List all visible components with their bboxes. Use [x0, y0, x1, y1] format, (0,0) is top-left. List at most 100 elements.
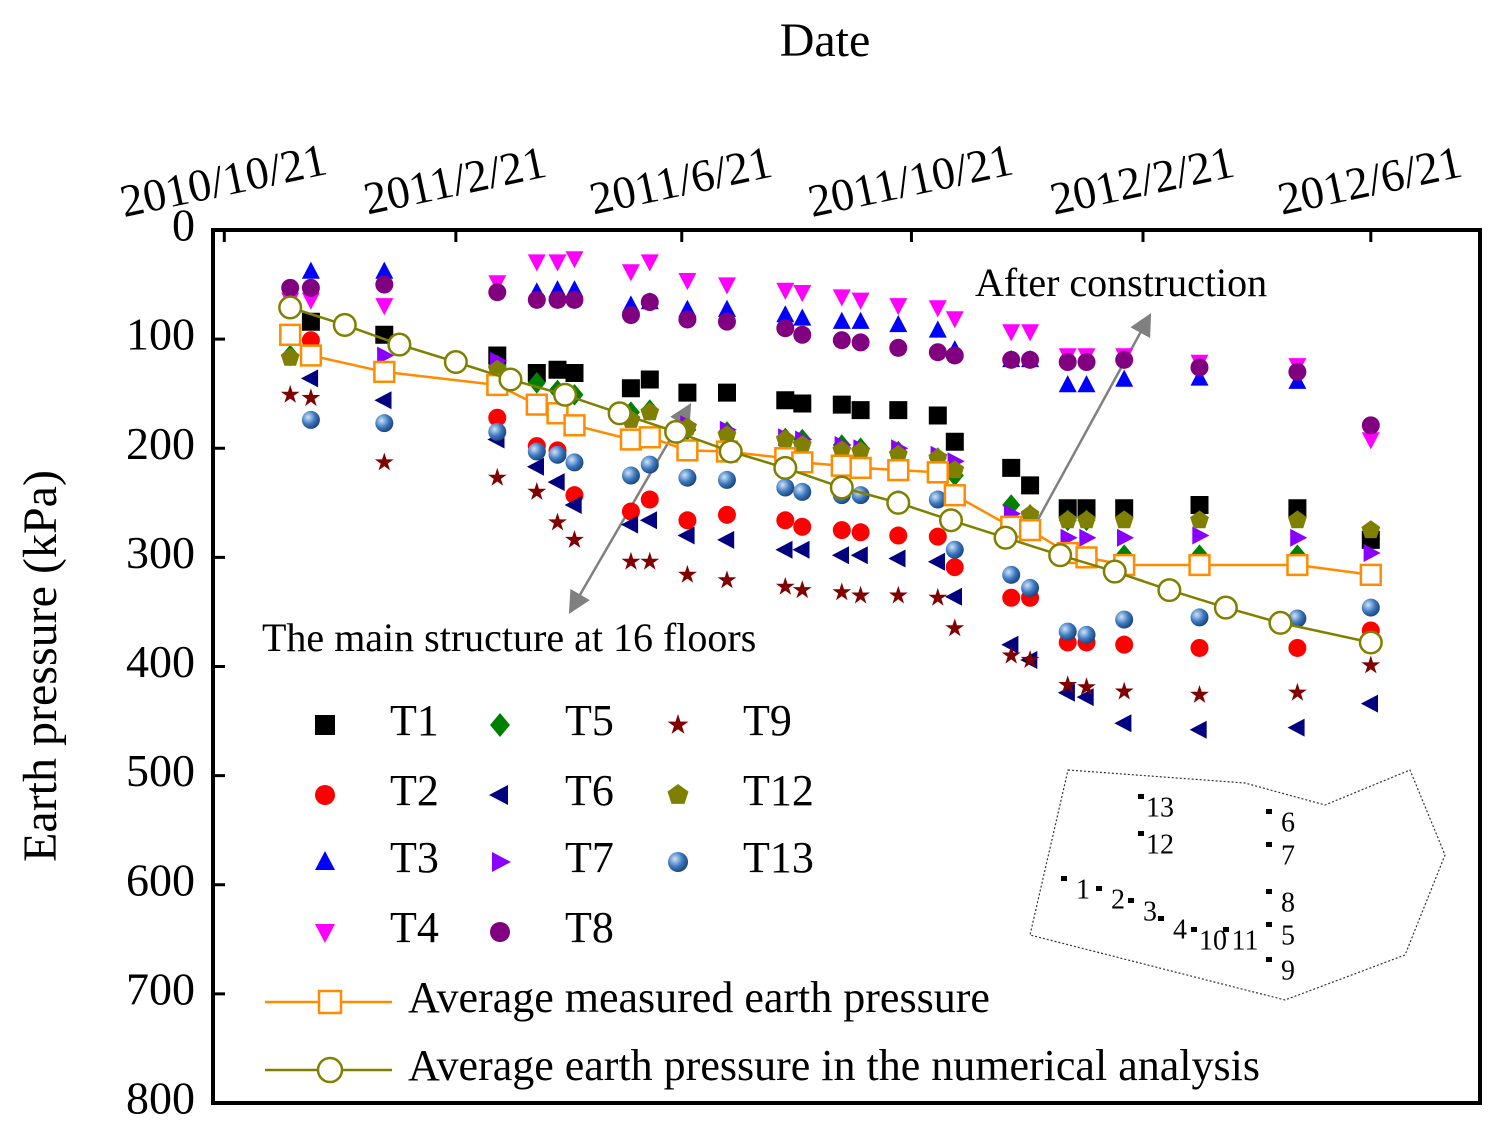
- data-point: [1286, 553, 1309, 577]
- data-point: [886, 490, 911, 515]
- data-point: [776, 511, 795, 530]
- inset-sensor: [1128, 898, 1134, 903]
- data-point: [1190, 638, 1209, 657]
- inset-sensor: [1266, 842, 1272, 847]
- legend-label: T1: [390, 696, 439, 745]
- inset-label: 13: [1146, 792, 1174, 823]
- data-point: [1288, 499, 1307, 518]
- data-point: [888, 549, 906, 568]
- data-point: [993, 525, 1018, 550]
- data-point: [677, 526, 695, 545]
- data-point: [1115, 350, 1134, 369]
- inset-sensor: [1191, 927, 1197, 932]
- data-point: [526, 457, 544, 476]
- data-point: [1361, 598, 1380, 617]
- inset-label: 5: [1281, 920, 1295, 951]
- data-point: [717, 505, 736, 524]
- data-point: [832, 289, 851, 307]
- inset-label: 8: [1281, 887, 1295, 918]
- data-point: [928, 300, 947, 318]
- data-point: [1001, 645, 1021, 664]
- data-point: [718, 439, 743, 464]
- data-point: [832, 395, 851, 414]
- legend-marker: [315, 924, 335, 943]
- data-point: [718, 299, 736, 317]
- data-point: [776, 305, 795, 323]
- y-tick-label: 0: [172, 200, 195, 251]
- data-point: [488, 408, 507, 427]
- data-point: [1002, 350, 1021, 369]
- data-point: [928, 343, 947, 362]
- legend-label: Average earth pressure in the numerical …: [408, 1041, 1260, 1090]
- data-point: [640, 490, 659, 509]
- data-point: [928, 406, 947, 425]
- y-tick-label: 700: [126, 963, 195, 1014]
- data-point: [373, 360, 396, 384]
- data-point: [621, 466, 640, 485]
- data-point: [1002, 324, 1021, 342]
- legend-marker: [667, 714, 689, 734]
- data-point: [1058, 375, 1077, 393]
- data-point: [548, 445, 567, 464]
- data-point: [1190, 496, 1209, 514]
- inset-sensor: [1158, 916, 1164, 921]
- legend-label: T13: [743, 833, 814, 882]
- data-point: [717, 570, 737, 589]
- legend-marker: [316, 1056, 344, 1084]
- legend-marker: [317, 989, 343, 1015]
- x-tick-label: 2011/6/21: [585, 136, 776, 224]
- data-point: [831, 546, 849, 565]
- data-point: [887, 458, 910, 482]
- data-point: [851, 333, 870, 352]
- data-point: [945, 311, 964, 329]
- legend-marker: [492, 852, 511, 872]
- data-point: [776, 478, 795, 497]
- data-point: [678, 564, 697, 583]
- data-point: [1021, 350, 1040, 369]
- inset-label: 12: [1146, 829, 1174, 860]
- inset-label: 1: [1076, 874, 1090, 905]
- data-point: [1058, 675, 1078, 694]
- data-point: [621, 379, 640, 398]
- data-point: [299, 344, 323, 367]
- data-point: [443, 349, 468, 375]
- data-point: [889, 338, 908, 357]
- x-axis-label: Date: [780, 14, 871, 67]
- data-point: [776, 391, 795, 410]
- data-point: [621, 551, 641, 570]
- inset-sensor: [1138, 794, 1144, 799]
- data-point: [793, 517, 812, 536]
- data-point: [1361, 432, 1380, 450]
- legend-label: T3: [390, 833, 439, 882]
- data-point: [944, 587, 962, 606]
- data-point: [619, 428, 643, 451]
- data-point: [1058, 622, 1077, 641]
- data-point: [640, 370, 659, 389]
- data-point: [1020, 650, 1040, 668]
- data-point: [832, 582, 852, 601]
- data-point: [775, 540, 793, 559]
- data-point: [1058, 510, 1078, 529]
- inset-sensor: [1061, 876, 1067, 881]
- data-point: [943, 484, 966, 507]
- data-point: [775, 429, 795, 448]
- data-point: [1021, 324, 1040, 342]
- data-point: [678, 511, 697, 530]
- inset-sensor: [1266, 957, 1272, 962]
- legend-label: T8: [565, 903, 614, 952]
- x-tick-label: 2012/6/21: [1273, 136, 1466, 225]
- inset-label: 6: [1281, 807, 1295, 838]
- data-point: [565, 290, 584, 309]
- legend-label: T2: [390, 766, 439, 815]
- data-point: [548, 290, 567, 309]
- data-point: [332, 312, 357, 337]
- data-point: [387, 332, 412, 357]
- data-point: [1115, 369, 1134, 387]
- y-tick-label: 800: [126, 1073, 195, 1124]
- data-point: [1021, 578, 1040, 597]
- data-point: [552, 382, 578, 407]
- inset-label: 4: [1173, 914, 1187, 945]
- data-point: [621, 306, 640, 325]
- data-point: [488, 283, 507, 302]
- data-point: [565, 364, 584, 382]
